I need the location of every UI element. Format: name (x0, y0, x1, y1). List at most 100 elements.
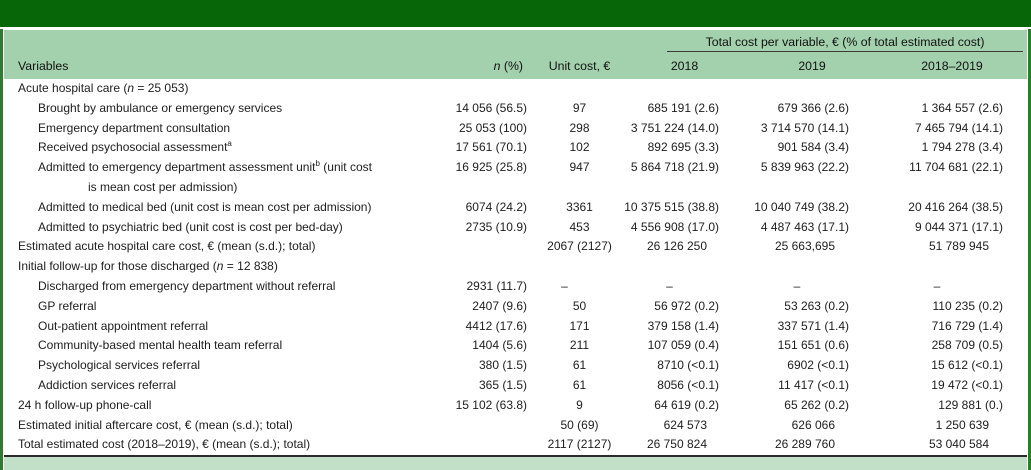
cell-2018: 26 126 250 (646, 239, 707, 254)
cell-2018-2019: 7 465 794 (14.1) (914, 120, 1004, 135)
cell-2019: 151 651 (0.6) (777, 338, 849, 353)
cell-2018-2019 (877, 257, 1027, 277)
cell-2018 (622, 257, 747, 277)
cell-2019: 679 366 (2.6) (777, 100, 849, 115)
column-header-variables: Variables (18, 58, 69, 73)
cell-2019: 3 714 570 (14.1) (760, 120, 849, 135)
cell-variable-label: Discharged from emergency department wit… (38, 278, 336, 293)
cell-2019 (747, 257, 877, 277)
cell-unit-cost: 171 (569, 318, 590, 333)
cell-unit-cost: 102 (569, 140, 590, 155)
span-header-row: Total cost per variable, € (% of total e… (4, 30, 1027, 52)
cell-n-pct: 4412 (17.6) (465, 318, 527, 333)
cell-unit-cost: 3361 (566, 199, 593, 214)
cell-2018-2019: 11 704 681 (22.1) (909, 160, 1004, 175)
cell-n-pct (432, 257, 537, 277)
cell-variable-label: Community-based mental health team refer… (38, 338, 283, 353)
cell-variable-label: Admitted to medical bed (unit cost is me… (38, 199, 372, 214)
cell-2018-2019: 20 416 264 (38.5) (908, 199, 1004, 214)
table-row: Total estimated cost (2018–2019), € (mea… (4, 435, 1027, 455)
table-row: Community-based mental health team refer… (4, 336, 1027, 356)
cell-n-pct (432, 435, 537, 455)
table-row: Psychological services referral 380 (1.5… (4, 356, 1027, 376)
cell-2019: 53 263 (0.2) (784, 298, 849, 313)
cell-2018: 892 695 (3.3) (647, 140, 719, 155)
cell-2018: 10 375 515 (38.8) (624, 199, 719, 214)
table-body: Acute hospital care (n = 25 053) Brought… (4, 79, 1027, 455)
cell-n-pct: 2407 (9.6) (472, 298, 527, 313)
cell-2019: 4 487 463 (17.1) (760, 219, 849, 234)
cell-2018: 8710 (<0.1) (657, 358, 719, 373)
cell-n-pct: 2931 (11.7) (466, 278, 528, 293)
cell-variable-label: Received psychosocial assessmenta (38, 139, 232, 155)
left-rule (0, 29, 3, 470)
cell-2018-2019 (877, 79, 1027, 99)
cell-2019: 65 262 (0.2) (784, 397, 849, 412)
cell-2018-2019: 716 729 (1.4) (931, 318, 1004, 333)
cell-variable-label: Acute hospital care (n = 25 053) (18, 81, 189, 95)
cell-2018-2019: 19 472 (<0.1) (931, 377, 1004, 392)
cell-2018: 685 191 (2.6) (647, 100, 719, 115)
cell-unit-cost: 9 (576, 397, 583, 412)
cell-2018-2019: 9 044 371 (17.1) (914, 219, 1004, 234)
cell-2018-2019: 129 881 (0.) (938, 397, 1004, 412)
cell-n-pct: 14 056 (56.5) (455, 100, 527, 115)
cell-variable-label: Psychological services referral (38, 358, 201, 373)
table-row: Estimated initial aftercare cost, € (mea… (4, 416, 1027, 436)
table-row: Admitted to emergency department assessm… (4, 158, 1027, 198)
cell-n-pct: 17 561 (70.1) (455, 140, 527, 155)
table-row: Estimated acute hospital care cost, € (m… (4, 237, 1027, 257)
right-rule (1028, 29, 1031, 470)
cell-n-pct: 380 (1.5) (478, 358, 527, 373)
cell-2019: 626 066 (791, 417, 835, 432)
column-header-n-pct: n (%) (493, 58, 523, 73)
table-row: Initial follow-up for those discharged (… (4, 257, 1027, 277)
cell-2019: 11 417 (<0.1) (778, 377, 849, 392)
cell-variable-label: Addiction services referral (38, 377, 177, 392)
cell-2018 (622, 79, 747, 99)
cell-2019: 337 571 (1.4) (777, 318, 849, 333)
span-header-spacer (537, 30, 622, 52)
cell-variable-label: GP referral (38, 298, 97, 313)
cell-unit-cost: 97 (572, 100, 587, 115)
cell-2018: 5 864 718 (21.9) (630, 160, 719, 175)
cell-2018: 4 556 908 (17.0) (630, 219, 719, 234)
column-header-2018-2019: 2018–2019 (921, 58, 983, 73)
cell-2019: 10 040 749 (38.2) (754, 199, 849, 214)
table-row: Admitted to medical bed (unit cost is me… (4, 198, 1027, 218)
cell-variable-label: Estimated initial aftercare cost, € (mea… (18, 417, 293, 432)
cell-unit-cost: 50 (69) (560, 417, 599, 432)
cell-variable-label: Total estimated cost (2018–2019), € (mea… (18, 437, 311, 452)
table-row: 24 h follow-up phone-call 15 102 (63.8) … (4, 396, 1027, 416)
column-header-2018: 2018 (670, 58, 699, 73)
cell-2018: 107 059 (0.4) (647, 338, 719, 353)
span-header-label: Total cost per variable, € (% of total e… (667, 35, 1024, 52)
table-row: Admitted to psychiatric bed (unit cost i… (4, 218, 1027, 238)
column-header-unit-cost: Unit cost, € (548, 58, 611, 73)
span-header-spacer (4, 30, 432, 52)
cost-table: Total cost per variable, € (% of total e… (4, 30, 1028, 455)
cell-2019: 25 663,695 (774, 239, 835, 254)
span-header-cell: Total cost per variable, € (% of total e… (622, 30, 1027, 52)
cell-n-pct: 2735 (10.9) (465, 219, 527, 234)
table-row: Out-patient appointment referral 4412 (1… (4, 317, 1027, 337)
cell-unit-cost (537, 257, 622, 277)
cell-2018-2019: 1 250 639 (935, 417, 990, 432)
table-row: Discharged from emergency department wit… (4, 277, 1027, 297)
bottom-strip (4, 457, 1027, 470)
table-row: Addiction services referral 365 (1.5) 61… (4, 376, 1027, 396)
cell-2019: 6902 (<0.1) (787, 358, 849, 373)
cell-variable-label: Admitted to psychiatric bed (unit cost i… (38, 219, 343, 234)
cell-unit-cost: – (561, 278, 568, 293)
cell-unit-cost: 453 (569, 219, 590, 234)
cell-2018: 56 972 (0.2) (654, 298, 719, 313)
cell-2018: 624 573 (663, 417, 707, 432)
cell-n-pct (432, 237, 537, 257)
cell-2019: – (793, 278, 801, 293)
cell-2019: 901 584 (3.4) (777, 140, 849, 155)
cell-2018-2019: 1 364 557 (2.6) (921, 100, 1004, 115)
cell-2018-2019: 258 709 (0.5) (931, 338, 1004, 353)
cell-2018: 379 158 (1.4) (647, 318, 719, 333)
cell-2019: 26 289 760 (774, 437, 835, 452)
cell-unit-cost: 2067 (2127) (547, 239, 612, 254)
